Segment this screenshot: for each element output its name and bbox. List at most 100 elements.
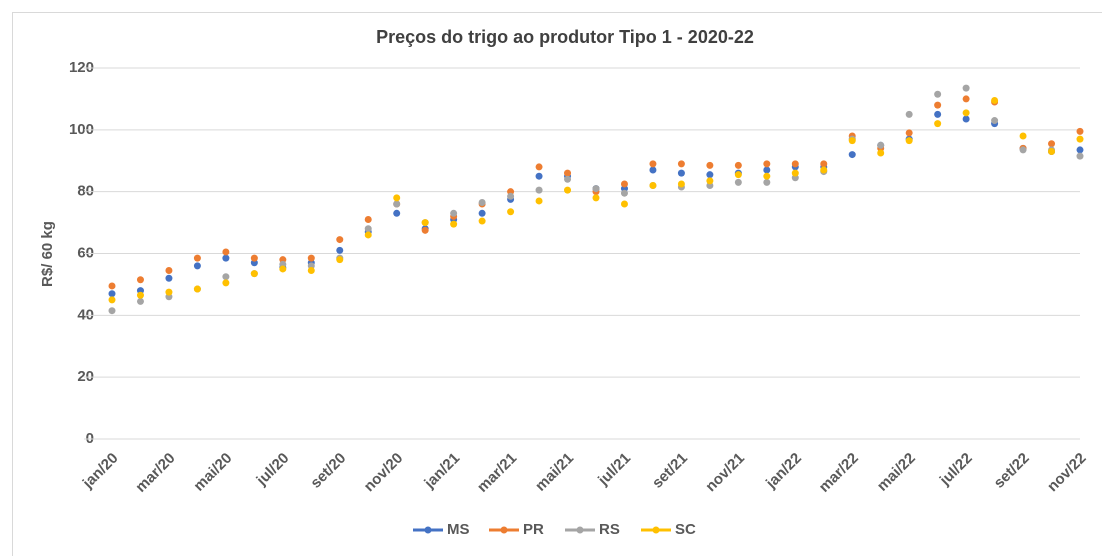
series-point — [393, 209, 401, 217]
series-point — [706, 177, 714, 185]
series-point — [535, 197, 543, 205]
series-point — [905, 110, 913, 118]
legend-marker — [500, 526, 508, 534]
series-point — [507, 192, 515, 200]
series-point — [108, 296, 116, 304]
series-point — [734, 171, 742, 179]
series-point — [421, 219, 429, 227]
legend-label: SC — [675, 521, 696, 538]
y-tick-label: 20 — [77, 368, 94, 385]
series-point — [165, 267, 173, 275]
y-tick-label: 120 — [69, 59, 94, 76]
series-point — [649, 160, 657, 168]
series-point — [763, 178, 771, 186]
series-point — [991, 117, 999, 125]
series-point — [962, 95, 970, 103]
series-point — [450, 220, 458, 228]
series-point — [905, 137, 913, 145]
series-point — [193, 285, 201, 293]
series-point — [934, 101, 942, 109]
series-point — [677, 160, 685, 168]
legend-marker — [652, 526, 660, 534]
y-tick-label: 100 — [69, 121, 94, 138]
series-point — [478, 217, 486, 225]
series-point — [393, 200, 401, 208]
series-point — [336, 256, 344, 264]
chart-border — [12, 12, 1102, 556]
series-point — [848, 151, 856, 159]
series-point — [421, 226, 429, 234]
series-point — [1019, 146, 1027, 154]
y-tick-label: 80 — [77, 183, 94, 200]
series-point — [307, 254, 315, 262]
series-point — [336, 246, 344, 254]
series-point — [791, 169, 799, 177]
series-point — [478, 209, 486, 217]
series-point — [592, 185, 600, 193]
y-axis-label: R$/ 60 kg — [39, 221, 56, 287]
chart-title: Preços do trigo ao produtor Tipo 1 - 202… — [376, 27, 754, 47]
series-point — [877, 149, 885, 157]
series-point — [706, 171, 714, 179]
series-point — [450, 209, 458, 217]
series-point — [136, 291, 144, 299]
series-point — [934, 120, 942, 128]
y-tick-label: 60 — [77, 244, 94, 261]
series-point — [991, 96, 999, 104]
series-point — [763, 160, 771, 168]
series-point — [820, 160, 828, 168]
series-point — [677, 180, 685, 188]
series-point — [507, 208, 515, 216]
series-point — [734, 161, 742, 169]
series-point — [1076, 146, 1084, 154]
series-point — [136, 297, 144, 305]
series-point — [1019, 132, 1027, 140]
series-point — [279, 265, 287, 273]
legend-label: RS — [599, 521, 620, 538]
series-point — [222, 279, 230, 287]
series-point — [564, 186, 572, 194]
series-point — [222, 273, 230, 281]
series-point — [535, 163, 543, 171]
series-point — [364, 231, 372, 239]
series-point — [791, 160, 799, 168]
series-point — [677, 169, 685, 177]
series-point — [564, 175, 572, 183]
series-point — [706, 161, 714, 169]
series-point — [934, 110, 942, 118]
legend-label: MS — [447, 521, 470, 538]
series-point — [962, 84, 970, 92]
series-point — [1048, 140, 1056, 148]
series-point — [962, 115, 970, 123]
series-point — [108, 290, 116, 298]
series-point — [393, 194, 401, 202]
series-point — [1076, 127, 1084, 135]
legend-marker — [424, 526, 432, 534]
series-point — [136, 276, 144, 284]
series-point — [564, 169, 572, 177]
series-point — [193, 254, 201, 262]
series-point — [165, 274, 173, 282]
series-point — [250, 254, 258, 262]
series-point — [649, 166, 657, 174]
series-point — [620, 180, 628, 188]
series-point — [649, 181, 657, 189]
legend-marker — [576, 526, 584, 534]
series-point — [222, 248, 230, 256]
legend-label: PR — [523, 521, 544, 538]
series-point — [620, 189, 628, 197]
series-point — [478, 198, 486, 206]
series-point — [108, 307, 116, 315]
y-tick-label: 40 — [77, 306, 94, 323]
series-point — [962, 109, 970, 117]
y-tick-label: 0 — [86, 430, 94, 447]
series-point — [108, 282, 116, 290]
series-point — [535, 186, 543, 194]
series-point — [364, 225, 372, 233]
series-point — [535, 172, 543, 180]
series-point — [848, 137, 856, 145]
series-point — [1048, 147, 1056, 155]
series-point — [592, 194, 600, 202]
series-point — [763, 166, 771, 174]
